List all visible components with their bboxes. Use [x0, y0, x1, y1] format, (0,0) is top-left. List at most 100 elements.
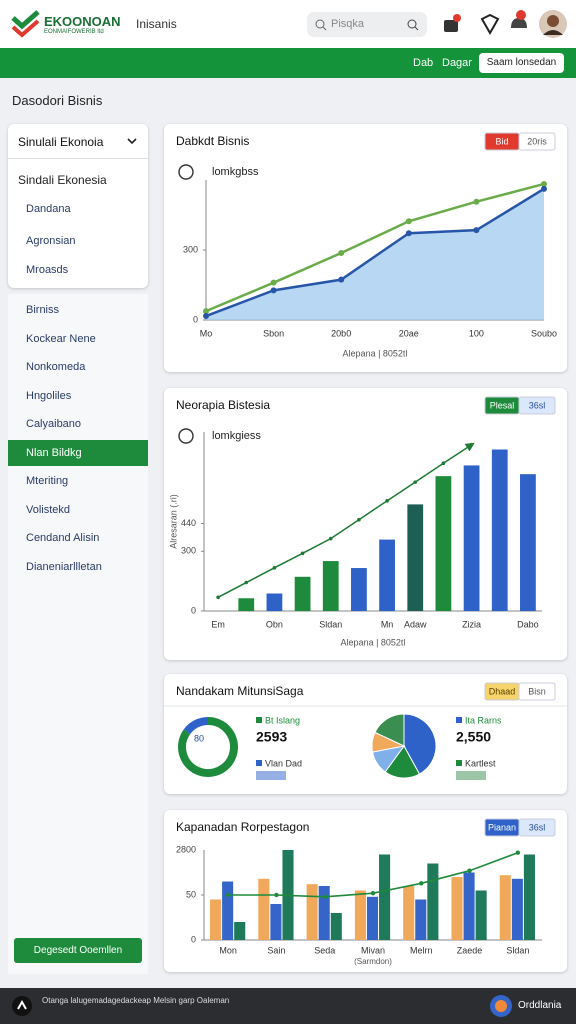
x-tick-label: Melrn [410, 945, 433, 955]
trend-point [274, 892, 279, 898]
filter-item[interactable]: Dandana [8, 200, 148, 218]
point [338, 276, 345, 283]
toggle-button[interactable] [518, 682, 556, 701]
filter-item[interactable]: Agronsian [8, 232, 148, 250]
sidebar-footer-button[interactable]: Degesedt Ooemllen [14, 938, 142, 963]
x-tick-label: Soubo [531, 328, 557, 338]
x-tick-label: Obn [266, 619, 283, 629]
point [473, 227, 480, 234]
menu-item[interactable]: Nonkomeda [8, 354, 148, 380]
x-tick-label: Mo [200, 328, 213, 338]
trend-point [515, 850, 521, 855]
footer-button[interactable]: Orddlania [518, 1000, 562, 1011]
shield-icon[interactable] [478, 12, 502, 36]
x-tick-label: Dabo [517, 619, 539, 629]
chart-card: Kapanadan Rorpestagon Pianan 36sl 0 50 2800 Mo… [164, 810, 567, 972]
legend-swatch [456, 760, 462, 766]
x-tick-label: Mn [381, 619, 394, 629]
chart-title: Nandakam MitunsiSaga [176, 684, 304, 698]
chart-subtitle: lomkgbss [212, 166, 259, 178]
alert-icon[interactable] [506, 6, 532, 36]
toggle-button[interactable] [518, 132, 556, 151]
menu-item[interactable]: Birniss [8, 297, 148, 323]
bar [379, 854, 391, 940]
filter-item[interactable]: Mroasds [8, 261, 148, 279]
bar [475, 890, 487, 940]
menu-item[interactable]: Nlan Bildkg [8, 439, 148, 466]
menu-item[interactable]: Mteriting [8, 468, 148, 494]
search-icon [315, 19, 327, 31]
donut-center-label: 80 [194, 733, 204, 743]
bar [491, 449, 508, 611]
trend-point [467, 868, 472, 873]
menu-item[interactable]: Cendand Alisin [8, 525, 148, 551]
point [203, 308, 209, 315]
trend-point [328, 536, 333, 541]
y-tick-label: 0 [193, 314, 198, 324]
dropdown-label[interactable]: Sinulali Ekonoia [18, 135, 104, 149]
section-label: Sindali Ekonesia [18, 173, 107, 187]
bar [499, 875, 511, 940]
trend-point [357, 517, 361, 522]
chart-subtitle: lomkgiess [212, 430, 261, 442]
notification-icon[interactable] [440, 12, 464, 36]
x-tick-label: Seda [314, 945, 335, 955]
trend-point [272, 566, 277, 570]
toggle-label: 36sl [529, 822, 546, 832]
x-tick-label: Adaw [404, 619, 427, 629]
x-axis-title: Alepana | 8052tl [341, 637, 406, 647]
page-title: Dasodori Bisnis [12, 93, 103, 108]
area [206, 188, 544, 320]
menu-item[interactable]: Hngoliles [8, 383, 148, 409]
point [541, 180, 547, 187]
toolbar-link[interactable]: Dagar [442, 57, 472, 69]
legend-value: 2593 [256, 729, 287, 745]
menu-item[interactable]: Volistekd [8, 497, 148, 523]
trend-line [217, 442, 475, 598]
toolbar-link[interactable]: Dab [413, 57, 434, 69]
nav-link[interactable]: Inisanis [136, 17, 177, 31]
menu-label: Dianeniarllletan [26, 560, 102, 573]
point [405, 218, 412, 225]
x-tick-label: Sbon [263, 328, 284, 338]
toggle-label: 36sl [529, 400, 546, 410]
legend-swatch [256, 760, 262, 766]
legend-note: Vlan Dad [265, 758, 302, 768]
toggle-button[interactable] [518, 396, 556, 415]
menu-label: Nonkomeda [26, 361, 86, 373]
chart-card: Nandakam MitunsiSaga Dhaad Bisn 80 Bt Islang… [164, 674, 567, 794]
bar [258, 878, 270, 940]
trend-point [385, 499, 389, 503]
menu-label: Volistekd [26, 503, 71, 516]
toggle-label: Pianan [488, 822, 516, 832]
bar [234, 922, 246, 940]
chart-card: Neorapia Bistesia Plesal 36sl lomkgiess 0 300… [164, 388, 567, 660]
toolbar-button[interactable]: Saam lonsedan [479, 53, 564, 73]
legend-label: Ita Rarns [465, 715, 502, 725]
toggle-label: 20ris [527, 136, 547, 146]
donut-slice [178, 717, 238, 777]
point [541, 185, 547, 192]
search-box[interactable]: Pisqka [307, 12, 427, 37]
logo-subtext: EONMAIFOWERIB ltd [44, 29, 104, 35]
trend-point [216, 595, 220, 600]
x-tick-label: 20ae [399, 328, 419, 338]
filter-label: Dandana [26, 203, 71, 215]
menu-item[interactable]: Dianeniarllletan [8, 554, 148, 580]
menu-item[interactable]: Kockear Nene [8, 326, 148, 352]
menu-label: Calyaibano [26, 418, 82, 430]
legend-bar [256, 771, 286, 780]
toggle-button[interactable] [518, 818, 556, 837]
dropdown-caret[interactable] [126, 136, 138, 146]
trend-point [370, 891, 376, 896]
x-tick-label: Mivan [361, 945, 385, 955]
avatar[interactable] [538, 9, 568, 39]
toggle-label: Plesal [490, 400, 515, 410]
menu-item[interactable]: Calyaibano [8, 411, 148, 437]
legend-bar [456, 771, 486, 780]
y-tick-label: 50 [186, 889, 196, 899]
search-placeholder: Pisqka [331, 18, 365, 30]
search-button[interactable] [407, 19, 419, 31]
pie-slice [403, 713, 437, 775]
footer-button-icon[interactable] [490, 995, 512, 1017]
